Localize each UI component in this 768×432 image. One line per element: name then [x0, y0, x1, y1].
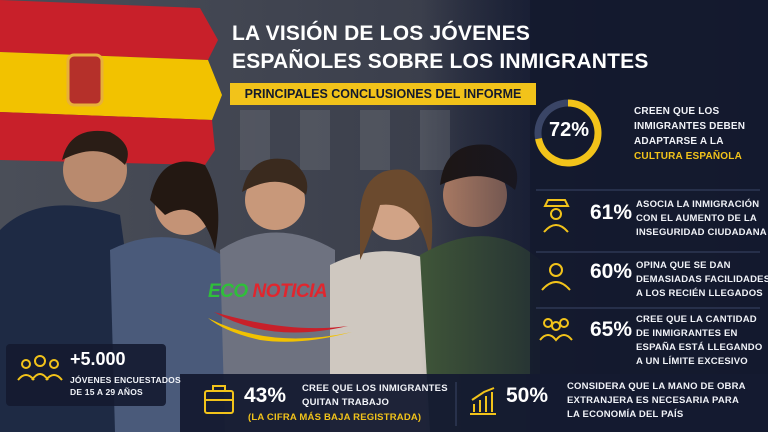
highlight-text: CREEN QUE LOS INMIGRANTES DEBEN ADAPTARS… — [634, 104, 745, 164]
emphasis: CULTURA ESPAÑOLA — [634, 151, 743, 162]
text-line: ASOCIA LA INMIGRACIÓN — [636, 199, 760, 210]
stat-figure: 65% — [590, 318, 633, 341]
stat-text: OPINA QUE SE DAN DEMASIADAS FACILIDADES … — [636, 259, 768, 301]
text-line: EXTRANJERA ES NECESARIA PARA — [567, 395, 740, 406]
text-line: LA ECONOMÍA DEL PAÍS — [567, 409, 684, 420]
ring-arc — [535, 99, 602, 167]
subtitle-banner: PRINCIPALES CONCLUSIONES DEL INFORME — [230, 83, 536, 105]
text-line: CREE QUE LOS INMIGRANTES — [302, 383, 448, 394]
spain-flag — [0, 0, 222, 165]
text-line: A LOS RECIÉN LLEGADOS — [636, 288, 763, 299]
logo-part: ECO — [208, 281, 248, 302]
stat-text: ASOCIA LA INMIGRACIÓN CON EL AUMENTO DE … — [636, 198, 767, 240]
logo: ECO NOTICIA — [208, 281, 328, 303]
stat-figure: 61% — [590, 201, 633, 224]
stat-text: CREE QUE LOS INMIGRANTES QUITAN TRABAJO — [302, 382, 448, 410]
logo-part: NOTICIA — [252, 281, 328, 302]
text-line: CREE QUE LA CANTIDAD — [636, 314, 757, 325]
text-line: INSEGURIDAD CIUDADANA — [636, 227, 767, 238]
stat-note: (LA CIFRA MÁS BAJA REGISTRADA) — [248, 412, 422, 423]
text-line: CREEN QUE LOS — [634, 106, 720, 117]
text-line: CON EL AUMENTO DE LA — [636, 213, 757, 224]
text-line: OPINA QUE SE DAN — [636, 260, 731, 271]
title-line: LA VISIÓN DE LOS JÓVENES — [232, 22, 531, 45]
text-line: ADAPTARSE A LA — [634, 136, 724, 147]
text-line: ESPAÑA ESTÁ LLEGANDO — [636, 342, 763, 353]
sample-figure: +5.000 — [70, 349, 126, 369]
text-line: DE INMIGRANTES EN — [636, 328, 738, 339]
stat-text: CREE QUE LA CANTIDAD DE INMIGRANTES EN E… — [636, 313, 762, 369]
icons — [539, 199, 573, 342]
sample-text: JÓVENES ENCUESTADOS DE 15 A 29 AÑOS — [70, 374, 181, 398]
stat-figure: 43% — [244, 384, 287, 407]
text-line: JÓVENES ENCUESTADOS — [70, 375, 181, 385]
text-line: INMIGRANTES DEBEN — [634, 121, 746, 132]
stat-figure: 60% — [590, 260, 633, 283]
text-line: CONSIDERA QUE LA MANO DE OBRA — [567, 381, 746, 392]
text-line: QUITAN TRABAJO — [302, 397, 390, 408]
text-line: DEMASIADAS FACILIDADES — [636, 274, 768, 285]
stat-text: CONSIDERA QUE LA MANO DE OBRA EXTRANJERA… — [567, 380, 746, 422]
title: LA VISIÓN DE LOS JÓVENES ESPAÑOLES SOBRE… — [232, 20, 649, 76]
text-line: A UN LÍMITE EXCESIVO — [636, 356, 748, 367]
title-line: ESPAÑOLES SOBRE LOS INMIGRANTES — [232, 50, 649, 73]
text-line: DE 15 A 29 AÑOS — [70, 387, 143, 397]
ring-chart — [534, 99, 602, 167]
stat-figure: 50% — [506, 384, 549, 407]
ring-label: 72% — [549, 119, 590, 141]
ring-track — [534, 99, 569, 140]
